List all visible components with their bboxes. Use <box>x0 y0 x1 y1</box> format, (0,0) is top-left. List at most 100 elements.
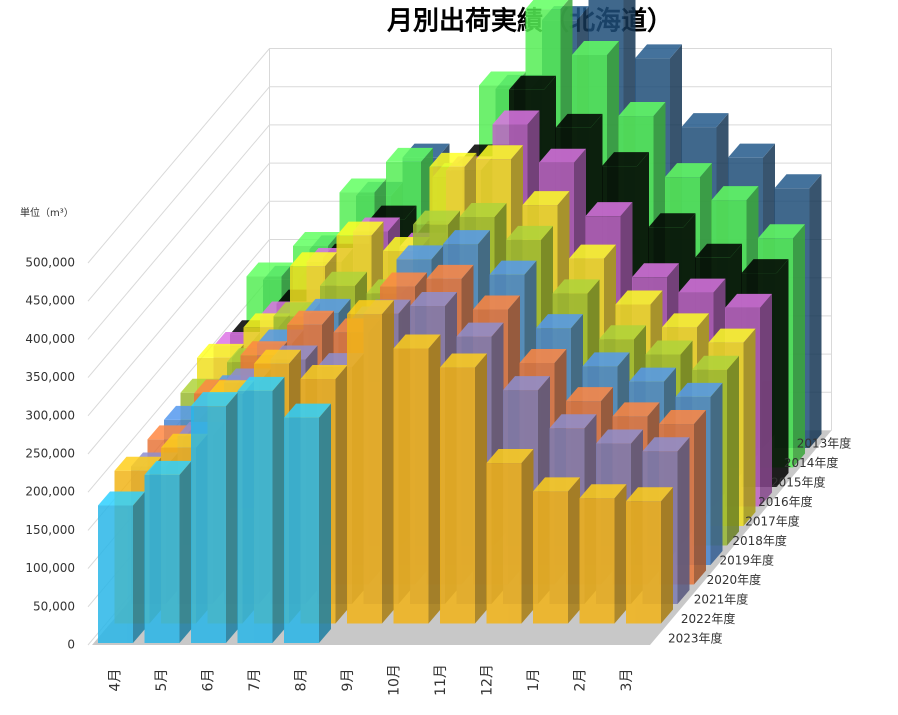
x-tick-label: 10月 <box>387 664 403 696</box>
bar-top <box>555 113 603 128</box>
bar-top <box>579 484 627 499</box>
bar <box>237 376 285 643</box>
x-tick-label: 5月 <box>154 669 170 692</box>
bar-top <box>566 387 613 402</box>
bar-front <box>144 474 180 643</box>
bar-top <box>506 225 553 240</box>
bar-top <box>98 491 145 506</box>
bar-side <box>614 484 627 624</box>
bar-top <box>492 110 540 125</box>
bar <box>533 477 580 624</box>
y-tick-label: 150,000 <box>25 523 75 537</box>
bar-top <box>396 245 444 260</box>
bar-top <box>303 298 351 313</box>
bar-side <box>521 449 534 624</box>
y-tick-label: 250,000 <box>25 447 75 461</box>
bar-top <box>645 340 693 355</box>
bar-top <box>708 328 756 343</box>
bar-top <box>635 44 682 59</box>
series-label: 2018年度 <box>732 533 787 548</box>
bar-top <box>569 244 616 259</box>
y-tick-label: 350,000 <box>25 370 75 384</box>
bar-front <box>191 406 226 643</box>
bar-top <box>369 205 417 220</box>
bar-side <box>226 392 238 643</box>
bar-top <box>774 174 822 189</box>
bar-top <box>665 163 712 178</box>
bar-top <box>572 40 619 55</box>
bar-top <box>692 355 739 370</box>
bar-side <box>133 491 145 643</box>
y-tick-label: 300,000 <box>25 408 75 422</box>
bar-front <box>237 390 273 643</box>
bar-side <box>727 355 739 546</box>
bar-top <box>509 75 556 90</box>
bar-top <box>489 260 537 275</box>
x-tick-label: 8月 <box>294 669 310 692</box>
bar-front <box>626 501 661 624</box>
bar-front <box>579 498 615 624</box>
bar-top <box>728 143 775 158</box>
x-tick-label: 9月 <box>340 669 356 692</box>
series-label: 2014年度 <box>784 455 839 470</box>
bar <box>98 491 145 643</box>
bar-top <box>191 392 238 407</box>
bar-side <box>677 437 690 604</box>
bar-side <box>760 293 772 507</box>
bar <box>191 392 238 643</box>
bar-top <box>602 152 649 167</box>
bar-top <box>596 429 643 444</box>
x-tick-label: 6月 <box>201 669 217 692</box>
bar-top <box>443 230 490 245</box>
bar-top <box>612 402 660 417</box>
bar-side <box>694 410 706 585</box>
bar-top <box>758 224 805 239</box>
y-axis-label: 単位（m³） <box>20 206 74 219</box>
bar-top <box>519 348 567 363</box>
bar-top <box>711 186 759 201</box>
bar-side <box>776 259 789 487</box>
bar-front <box>98 505 133 643</box>
bar-top <box>287 310 334 325</box>
bar-top <box>642 437 690 452</box>
bar-top <box>410 292 457 307</box>
bar-top <box>629 367 676 382</box>
bar <box>284 403 331 643</box>
bar-top <box>479 71 526 86</box>
bar-top <box>536 314 583 329</box>
bar-top <box>503 376 550 391</box>
bar-top <box>626 487 673 502</box>
y-tick-label: 450,000 <box>25 294 75 308</box>
bar-side <box>382 300 394 624</box>
bar-top <box>284 403 331 418</box>
bar-top <box>300 365 348 380</box>
y-tick-label: 400,000 <box>25 332 75 346</box>
bar-front <box>486 463 522 624</box>
bar-top <box>659 410 706 425</box>
bar-front <box>347 314 382 624</box>
bar-side <box>793 224 805 468</box>
series-label: 2017年度 <box>745 514 800 529</box>
bar-top <box>197 343 244 358</box>
x-tick-label: 3月 <box>619 669 635 692</box>
bar-top <box>522 191 570 206</box>
bar-side <box>272 376 285 643</box>
bar-front <box>284 417 319 643</box>
bar-top <box>413 210 460 225</box>
bar <box>144 460 192 643</box>
bar <box>486 449 534 624</box>
bar-top <box>429 152 477 167</box>
bar <box>347 300 394 624</box>
bar-top <box>632 263 679 278</box>
bar-top <box>386 147 433 162</box>
bar-top <box>725 293 772 308</box>
bar-front <box>533 491 568 624</box>
y-tick-label: 100,000 <box>25 561 75 575</box>
bar-side <box>809 174 822 449</box>
bar-top <box>615 290 663 305</box>
bar-side <box>661 487 673 624</box>
bar-top <box>393 334 441 349</box>
x-tick-label: 4月 <box>108 669 124 692</box>
bar-front <box>440 367 475 624</box>
